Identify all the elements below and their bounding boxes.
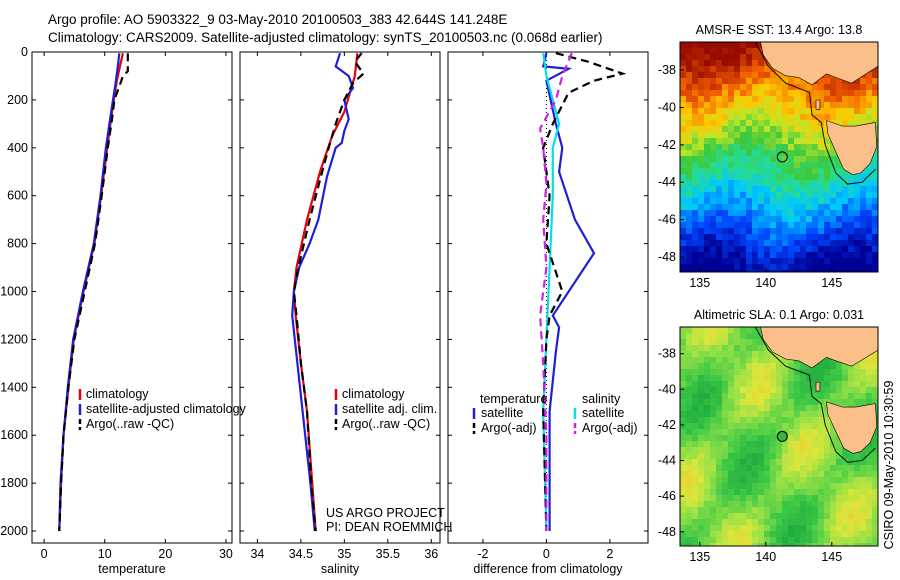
- x-tick-label: 10: [98, 547, 112, 561]
- y-tick-label: 2000: [0, 524, 28, 538]
- sla-map: Altimetric SLA: 0.1 Argo: 0.031 135 140 145…: [658, 308, 879, 564]
- x-axis-label: difference from climatology: [473, 562, 623, 576]
- x-tick-label: 20: [158, 547, 172, 561]
- y-tick-label: 200: [7, 93, 28, 107]
- series-line-1: [291, 52, 355, 532]
- series-line-1: [58, 53, 121, 532]
- y-tick-label: -46: [658, 489, 676, 503]
- y-tick-label: 800: [7, 237, 28, 251]
- legend-label: Argo(-adj): [481, 421, 537, 435]
- series-line-4: [538, 52, 573, 531]
- map-title: Altimetric SLA: 0.1 Argo: 0.031: [694, 308, 864, 322]
- x-tick-label: 35.5: [376, 547, 400, 561]
- x-tick-label: 0: [543, 547, 550, 561]
- mainland-shape: [760, 327, 878, 369]
- y-tick-label: -40: [658, 100, 676, 114]
- x-tick-label: 2: [606, 547, 613, 561]
- legend-header: temperature: [480, 392, 547, 406]
- king-island-shape: [815, 99, 821, 110]
- y-tick-label: -38: [658, 63, 676, 77]
- x-tick-label: 135: [689, 550, 710, 564]
- x-tick-label: 145: [821, 550, 842, 564]
- y-tick-label: -40: [658, 382, 676, 396]
- y-tick-label: -42: [658, 138, 676, 152]
- x-tick-label: 36: [424, 547, 438, 561]
- shelf-contour: [754, 42, 876, 185]
- y-tick-label: -38: [658, 347, 676, 361]
- map-field: [680, 327, 878, 546]
- y-tick-label: 600: [7, 189, 28, 203]
- x-tick-label: 0: [41, 547, 48, 561]
- argo-float-marker: [776, 430, 788, 442]
- map-frame: [679, 326, 879, 547]
- project-text: US ARGO PROJECT: [326, 506, 445, 520]
- legend-label: satellite: [481, 406, 523, 420]
- map-field: [680, 42, 878, 272]
- y-tick-label: 1800: [0, 476, 28, 490]
- series-line-2: [292, 52, 365, 532]
- king-island-shape: [815, 381, 821, 392]
- map-title: AMSR-E SST: 13.4 Argo: 13.8: [696, 23, 863, 37]
- legend-label: satellite adj. clim.: [342, 402, 437, 416]
- y-tick-label: 1200: [0, 332, 28, 346]
- y-tick-label: 1000: [0, 285, 28, 299]
- x-tick-label: 140: [755, 276, 776, 290]
- mainland-shape: [760, 42, 878, 86]
- x-tick-label: 145: [821, 276, 842, 290]
- tasmania-shape: [826, 401, 878, 454]
- y-tick-label: -44: [658, 454, 676, 468]
- figure-title-line1: Argo profile: AO 5903322_9 03-May-2010 2…: [48, 12, 508, 27]
- sst-map: AMSR-E SST: 13.4 Argo: 13.8 135 140 145 -38 -…: [658, 23, 879, 290]
- x-tick-label: 140: [755, 550, 776, 564]
- y-tick-label: -48: [658, 525, 676, 539]
- x-axis-label: salinity: [321, 562, 360, 576]
- y-tick-label: -46: [658, 213, 676, 227]
- figure-title-line2: Climatology: CARS2009. Satellite-adjuste…: [48, 30, 603, 45]
- y-tick-label: 1400: [0, 380, 28, 394]
- x-tick-label: -2: [477, 547, 488, 561]
- plot-frame: [239, 51, 441, 544]
- legend-label: climatology: [86, 387, 149, 401]
- y-tick-label: -44: [658, 175, 676, 189]
- map-frame: [679, 41, 879, 273]
- legend: temperature salinitysatelliteArgo(-adj)sa…: [472, 392, 638, 435]
- salinity-panel: 34 34.5 35 35.5 36 salinity: [239, 51, 441, 576]
- legend-label: Argo(..raw -QC): [342, 417, 430, 431]
- y-tick-label: -48: [658, 250, 676, 264]
- x-axis-label: temperature: [98, 562, 165, 576]
- plot-frame: [31, 51, 233, 544]
- x-tick-label: 35: [337, 547, 351, 561]
- x-tick-label: 135: [689, 276, 710, 290]
- x-tick-label: 30: [219, 547, 233, 561]
- y-tick-label: 1600: [0, 428, 28, 442]
- tasmania-shape: [826, 120, 878, 176]
- temperature-panel: 0 10 20 30 0 200 400 600 800 1000 1200 1400 1600 1800…: [0, 45, 233, 576]
- y-tick-label: 0: [21, 45, 28, 59]
- credit-text: CSIRO 09-May-2010 10:30:59: [882, 381, 896, 550]
- legend-label: Argo(..raw -QC): [86, 417, 174, 431]
- legend-label: climatology: [342, 387, 405, 401]
- y-tick-label: -42: [658, 418, 676, 432]
- pi-text: PI: DEAN ROEMMICH: [326, 520, 452, 534]
- series-line-3: [542, 52, 627, 532]
- x-tick-label: 34.5: [289, 547, 313, 561]
- legend-label: satellite: [582, 406, 624, 420]
- shelf-contour: [754, 327, 876, 463]
- legend-label: satellite-adjusted climatology: [86, 402, 247, 416]
- legend-header: salinity: [582, 392, 621, 406]
- x-tick-label: 34: [250, 547, 264, 561]
- y-tick-label: 400: [7, 141, 28, 155]
- argo-float-marker: [776, 151, 788, 163]
- legend-label: Argo(-adj): [582, 421, 638, 435]
- series-line-2: [58, 53, 129, 532]
